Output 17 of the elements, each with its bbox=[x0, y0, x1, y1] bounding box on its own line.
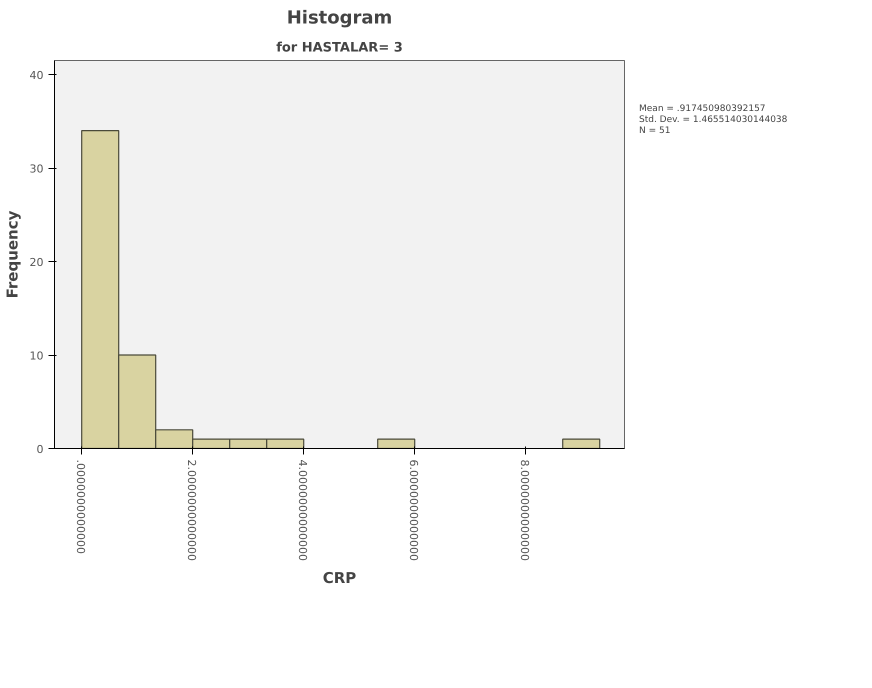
x-tick-label: .0000000000000 bbox=[74, 460, 88, 554]
text: Mean = .917450980392157 bbox=[639, 104, 766, 114]
x-tick-label: 4.0000000000000 bbox=[296, 460, 310, 561]
y-axis-title: Frequency bbox=[4, 210, 22, 298]
x-tick-label: 8.0000000000000 bbox=[518, 460, 532, 561]
text: N = 51 bbox=[639, 126, 670, 136]
text: Std. Dev. = 1.465514030144038 bbox=[639, 115, 788, 125]
x-tick-label: 2.0000000000000 bbox=[185, 460, 198, 561]
y-tick-label: 0 bbox=[36, 443, 44, 456]
chart-title: Histogram bbox=[286, 8, 392, 28]
y-tick-label: 20 bbox=[30, 256, 44, 270]
y-tick-label: 30 bbox=[30, 162, 44, 176]
y-tick-label: 40 bbox=[30, 69, 44, 82]
x-tick-label: 6.0000000000000 bbox=[407, 460, 420, 561]
chart-subtitle: for HASTALAR= 3 bbox=[276, 40, 403, 56]
y-tick-label: 10 bbox=[30, 350, 44, 363]
x-axis-title: CRP bbox=[322, 568, 356, 587]
